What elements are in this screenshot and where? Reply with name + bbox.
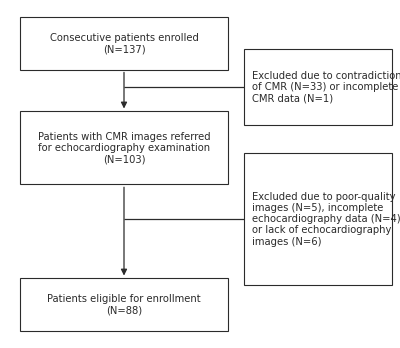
Text: images (N=6): images (N=6) xyxy=(252,237,322,246)
Text: Consecutive patients enrolled: Consecutive patients enrolled xyxy=(50,33,198,43)
Text: of CMR (N=33) or incomplete: of CMR (N=33) or incomplete xyxy=(252,82,398,92)
Text: (N=137): (N=137) xyxy=(103,44,145,54)
Bar xyxy=(20,17,228,70)
Bar xyxy=(244,153,392,285)
Text: or lack of echocardiography: or lack of echocardiography xyxy=(252,226,391,235)
Text: Excluded due to contradictions: Excluded due to contradictions xyxy=(252,71,400,81)
Text: CMR data (N=1): CMR data (N=1) xyxy=(252,93,333,103)
Text: for echocardiography examination: for echocardiography examination xyxy=(38,143,210,153)
Bar xyxy=(244,49,392,125)
Bar xyxy=(20,111,228,184)
Bar xyxy=(20,278,228,331)
Text: Patients with CMR images referred: Patients with CMR images referred xyxy=(38,132,210,142)
Text: (N=103): (N=103) xyxy=(103,154,145,164)
Text: echocardiography data (N=4): echocardiography data (N=4) xyxy=(252,214,400,224)
Text: images (N=5), incomplete: images (N=5), incomplete xyxy=(252,203,383,213)
Text: Patients eligible for enrollment: Patients eligible for enrollment xyxy=(47,294,201,304)
Text: Excluded due to poor-quality: Excluded due to poor-quality xyxy=(252,192,396,202)
Text: (N=88): (N=88) xyxy=(106,305,142,315)
